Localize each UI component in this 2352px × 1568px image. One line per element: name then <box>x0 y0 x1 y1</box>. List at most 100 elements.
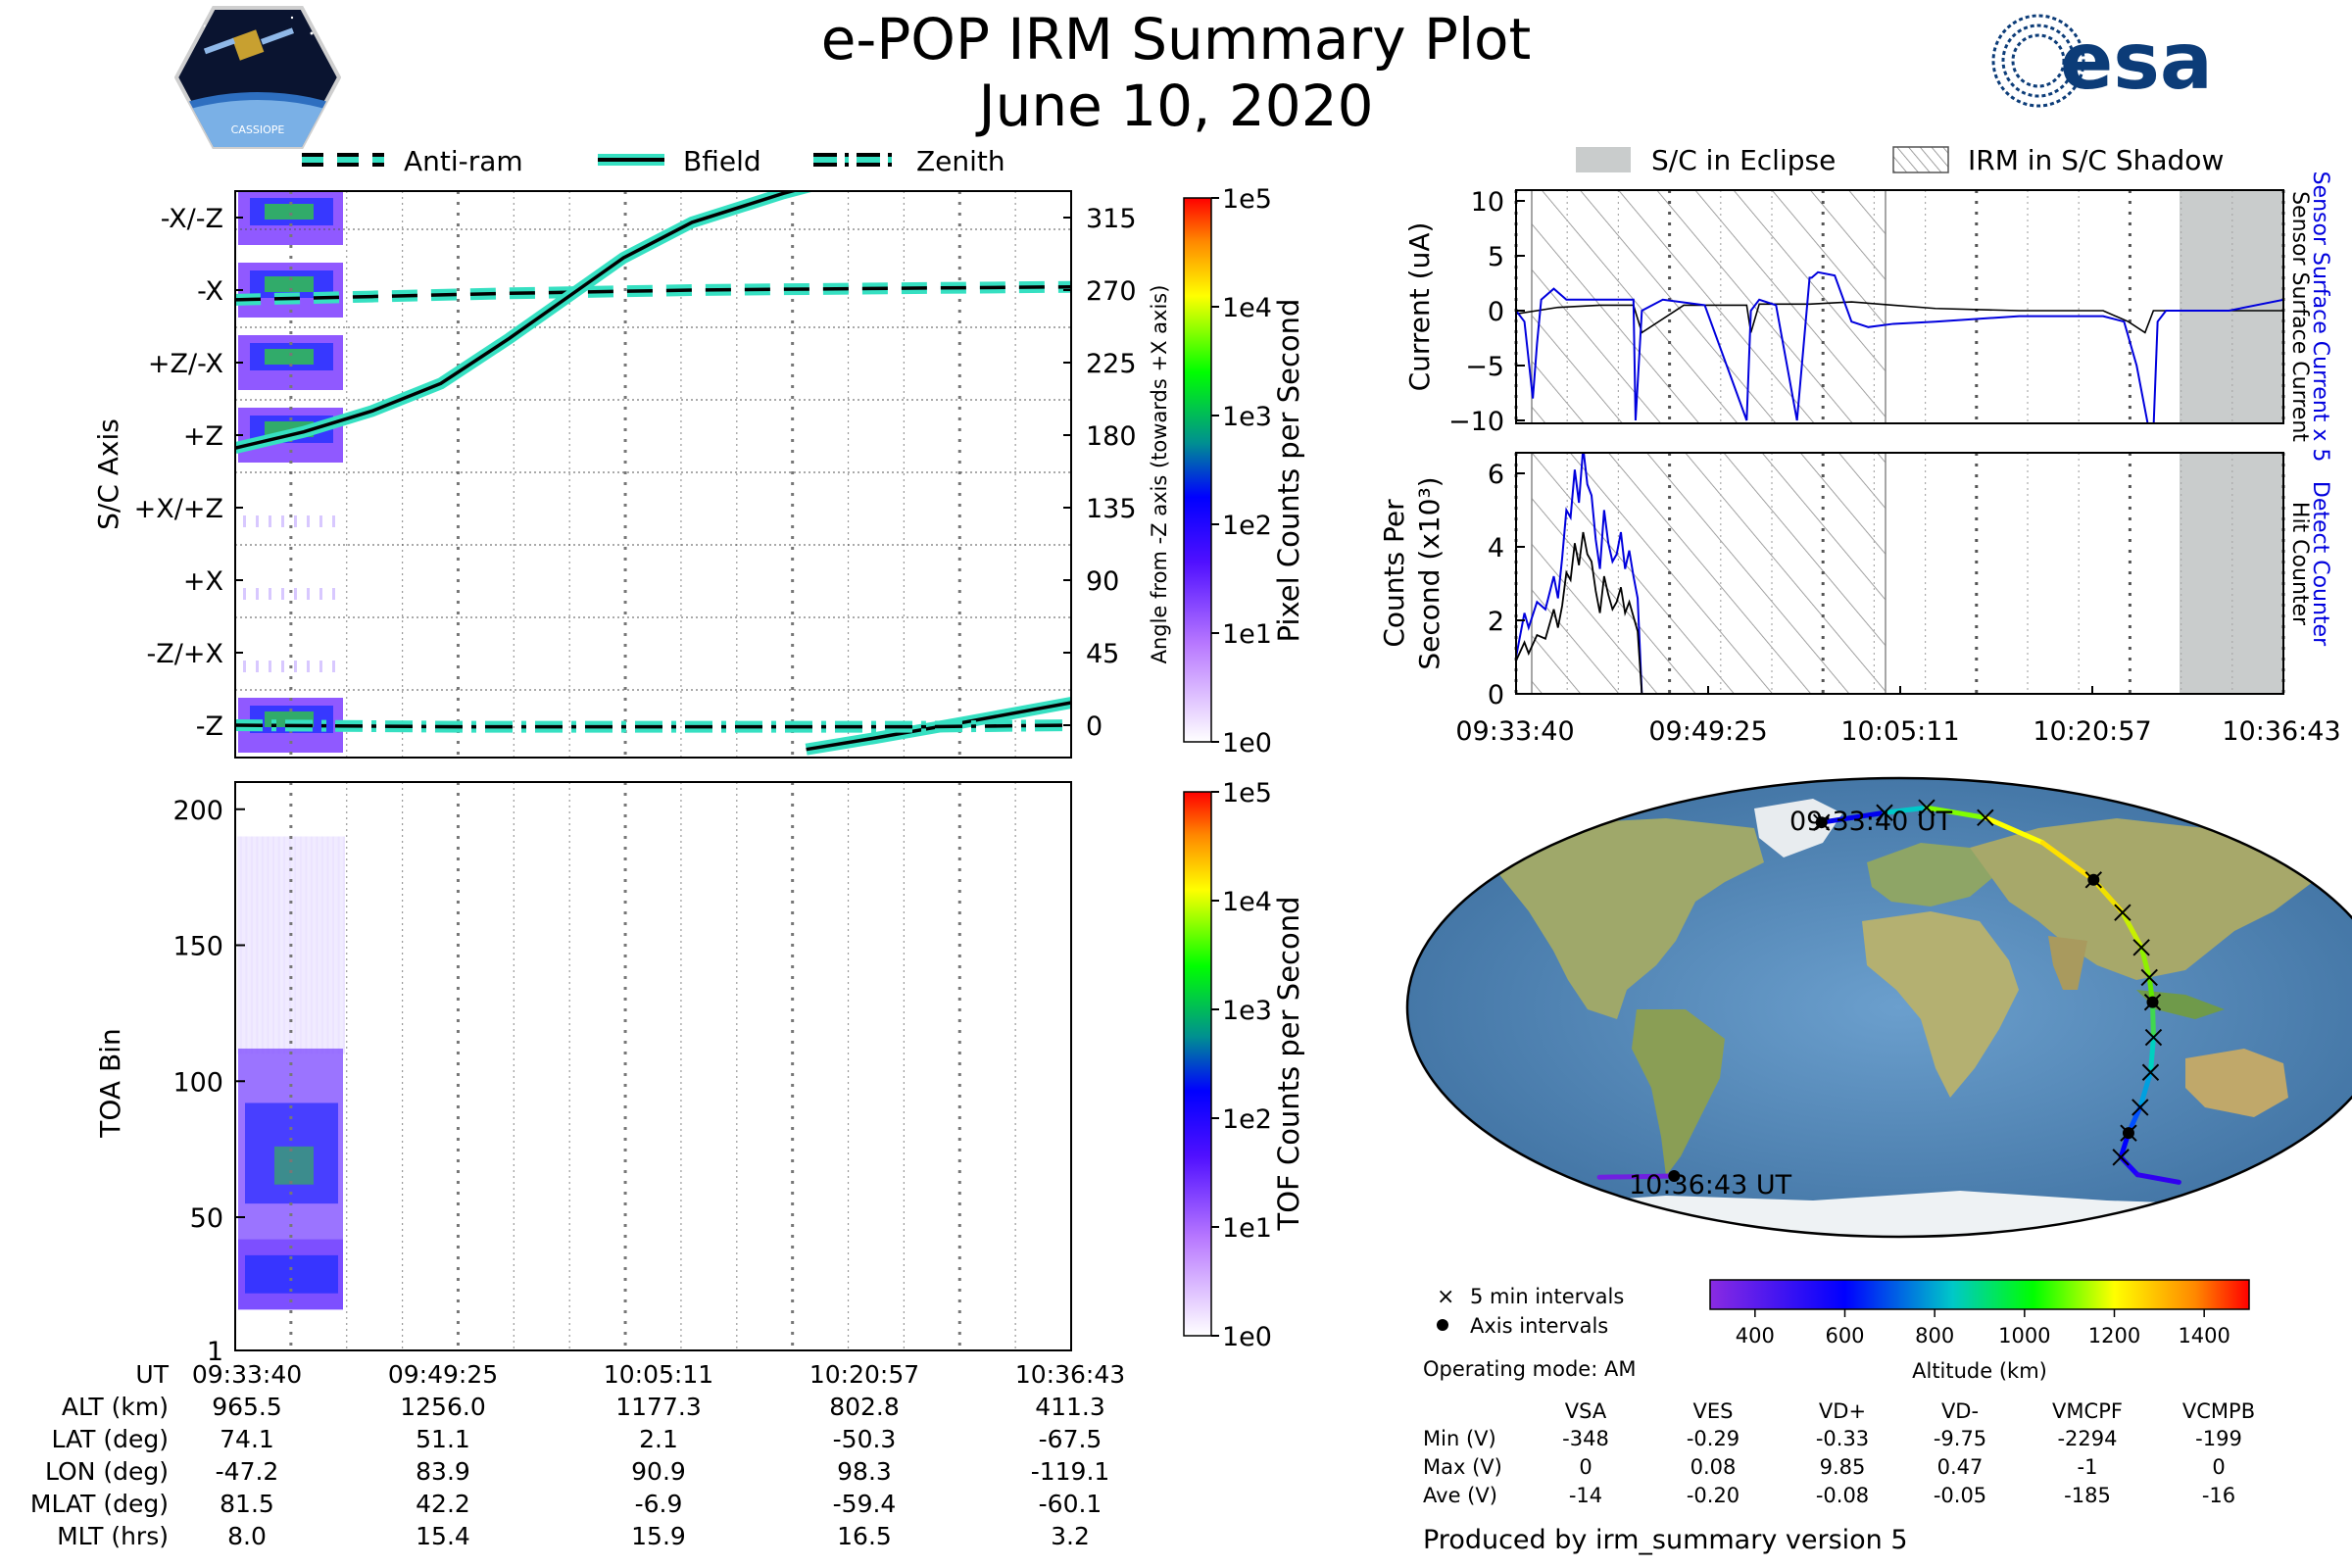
heatmap-speck <box>243 588 246 600</box>
toa-tick-label: 200 <box>172 796 223 826</box>
esa-logo-text: esa <box>2060 16 2213 107</box>
right-legend: S/C in Eclipse IRM in S/C Shadow <box>1576 144 2224 176</box>
eclipse-region-counts <box>2180 453 2283 694</box>
sc-axis-ylabel: S/C Axis <box>92 418 124 530</box>
table-cell: 16.5 <box>837 1522 892 1550</box>
toa-tick-label: 150 <box>172 932 223 962</box>
track-end-label: 10:36:43 UT <box>1629 1170 1792 1200</box>
colorbar-tick-label: 1e3 <box>1222 402 1272 432</box>
series-hit-counter <box>1516 531 2283 694</box>
axis-label: +Z <box>183 421 223 452</box>
heatmap-speck <box>294 515 297 527</box>
table-cell: -50.3 <box>832 1425 897 1453</box>
counts-right-label-blue: Detect Counter <box>2308 481 2332 647</box>
page-title: e-POP IRM Summary Plot <box>820 6 1532 73</box>
toa-heatmap <box>237 836 345 1310</box>
table-time-cell: 10:20:57 <box>808 1360 920 1389</box>
orbit-segment <box>2134 1172 2181 1185</box>
row-label-mlt: MLT (hrs) <box>57 1522 169 1550</box>
voltage-cell: -9.75 <box>1933 1427 1987 1450</box>
axis-marker <box>1668 1169 1681 1182</box>
voltage-row-label: Min (V) <box>1423 1427 1496 1450</box>
voltage-cell: 9.85 <box>1819 1455 1866 1479</box>
counts-xtick-label: 10:20:57 <box>2033 716 2151 747</box>
colorbar-tick-label: 1e4 <box>1222 887 1272 917</box>
top-legend: Anti-ram Bfield Zenith <box>302 145 1005 177</box>
axis-label: -X <box>197 276 223 307</box>
five-min-marker-icon: × <box>1437 1285 1454 1309</box>
angle-ylabel: Angle from -Z axis (towards +X axis) <box>1148 285 1171 664</box>
heatmap-speck <box>281 661 284 672</box>
current-panel: 10 5 0 −5 −10 Current (uA) Sensor Surface Cu… <box>1403 172 2332 463</box>
series-detect-counter <box>1516 453 2283 694</box>
heatmap-speck <box>319 515 322 527</box>
table-cell: -47.2 <box>215 1457 279 1486</box>
orbit-segment <box>2120 909 2144 951</box>
colorbar-tick-label: 1e1 <box>1222 619 1272 650</box>
axis-marker <box>2146 996 2159 1008</box>
legend-eclipse-swatch <box>1576 147 1631 172</box>
voltage-cell: 0 <box>1579 1455 1592 1479</box>
voltage-cell: -0.29 <box>1686 1427 1740 1450</box>
voltage-cell: -16 <box>2201 1484 2236 1507</box>
heatmap-speck <box>281 515 284 527</box>
table-cell: 15.9 <box>631 1522 686 1550</box>
table-cell: 51.1 <box>416 1425 470 1453</box>
operating-mode: Operating mode: AM <box>1423 1357 1636 1381</box>
table-cell: 2.1 <box>639 1425 678 1453</box>
counts-panel: 6 4 2 0 09:33:40 09:49:25 10:05:11 10:20:57 10:… <box>1378 452 2341 747</box>
table-cell: 411.3 <box>1035 1393 1105 1421</box>
altitude-tick-label: 400 <box>1736 1324 1775 1348</box>
voltage-cell: 0 <box>2212 1455 2226 1479</box>
table-cell: -59.4 <box>832 1490 897 1518</box>
sc-axis-panel: -X/-Z -X +Z/-X +Z +X/+Z +X -Z/+X -Z 315 270 225 18… <box>92 190 1171 759</box>
current-tick-label: 0 <box>1488 297 1504 327</box>
counts-xtick-label: 09:33:40 <box>1455 716 1574 747</box>
toa-ylabel: TOA Bin <box>94 1028 126 1138</box>
angle-tick-label: 225 <box>1086 349 1137 379</box>
heatmap-speck <box>269 515 271 527</box>
five-min-marker <box>1918 799 1936 816</box>
altitude-tick-label: 1000 <box>1998 1324 2050 1348</box>
map-legend: × 5 min intervals Axis intervals Operati… <box>1423 1285 1636 1381</box>
toa-band-peak <box>274 1146 314 1185</box>
axis-label: -Z/+X <box>147 639 223 669</box>
colorbar-tick-label: 1e2 <box>1222 1104 1272 1135</box>
table-cell: 90.9 <box>631 1457 686 1486</box>
sc-axis-labels: -X/-Z -X +Z/-X +Z +X/+Z +X -Z/+X -Z <box>134 204 243 742</box>
pixel-colorbar: 1e5 1e4 1e3 1e2 1e1 1e0 Pixel Counts per Seco… <box>1183 184 1305 759</box>
row-label-mlat: MLAT (deg) <box>29 1490 169 1518</box>
heatmap-speck <box>332 661 335 672</box>
heatmap-speck <box>243 515 246 527</box>
current-ylabel: Current (uA) <box>1403 222 1436 392</box>
counts-tick-label: 4 <box>1488 533 1504 564</box>
voltage-table: VSA VES VD+ VD- VMCPF VCMPB Min (V) -348 -0.29 -0… <box>1411 1399 2332 1517</box>
heatmap-peak <box>265 276 314 292</box>
voltage-cell: -185 <box>2064 1484 2111 1507</box>
current-tick-label: 10 <box>1471 187 1504 218</box>
toa-tick-label: 50 <box>190 1203 223 1234</box>
voltage-header: VD- <box>1940 1399 1980 1423</box>
heatmap-speck <box>307 515 310 527</box>
orbit-segment <box>2138 945 2152 980</box>
sc-axis-heatmap <box>238 190 343 753</box>
five-min-marker <box>2144 1028 2163 1047</box>
series-sensor-current <box>1516 301 2283 334</box>
orbit-segment <box>2147 1035 2156 1075</box>
orbit-segment <box>1882 805 1930 815</box>
counts-tick-label: 2 <box>1488 607 1504 637</box>
counts-xtick-label: 09:49:25 <box>1648 716 1767 747</box>
angle-tick-label: 90 <box>1086 566 1119 597</box>
orbit-segment <box>2137 1069 2153 1110</box>
tof-colorbar: 1e5 1e4 1e3 1e2 1e1 1e0 TOF Counts per Second <box>1183 778 1305 1352</box>
heatmap-speck <box>256 588 259 600</box>
table-cell: 802.8 <box>829 1393 900 1421</box>
footer-text: Produced by irm_summary version 5 <box>1423 1525 1908 1555</box>
table-time-cell: 10:36:43 <box>1014 1360 1126 1389</box>
altitude-tick-label: 1400 <box>2178 1324 2230 1348</box>
current-right-label-blue: Sensor Surface Current x 5 <box>2308 172 2332 463</box>
angle-tick-label: 180 <box>1086 421 1137 452</box>
row-label-lon: LON (deg) <box>45 1457 169 1486</box>
heatmap-speck <box>256 515 259 527</box>
